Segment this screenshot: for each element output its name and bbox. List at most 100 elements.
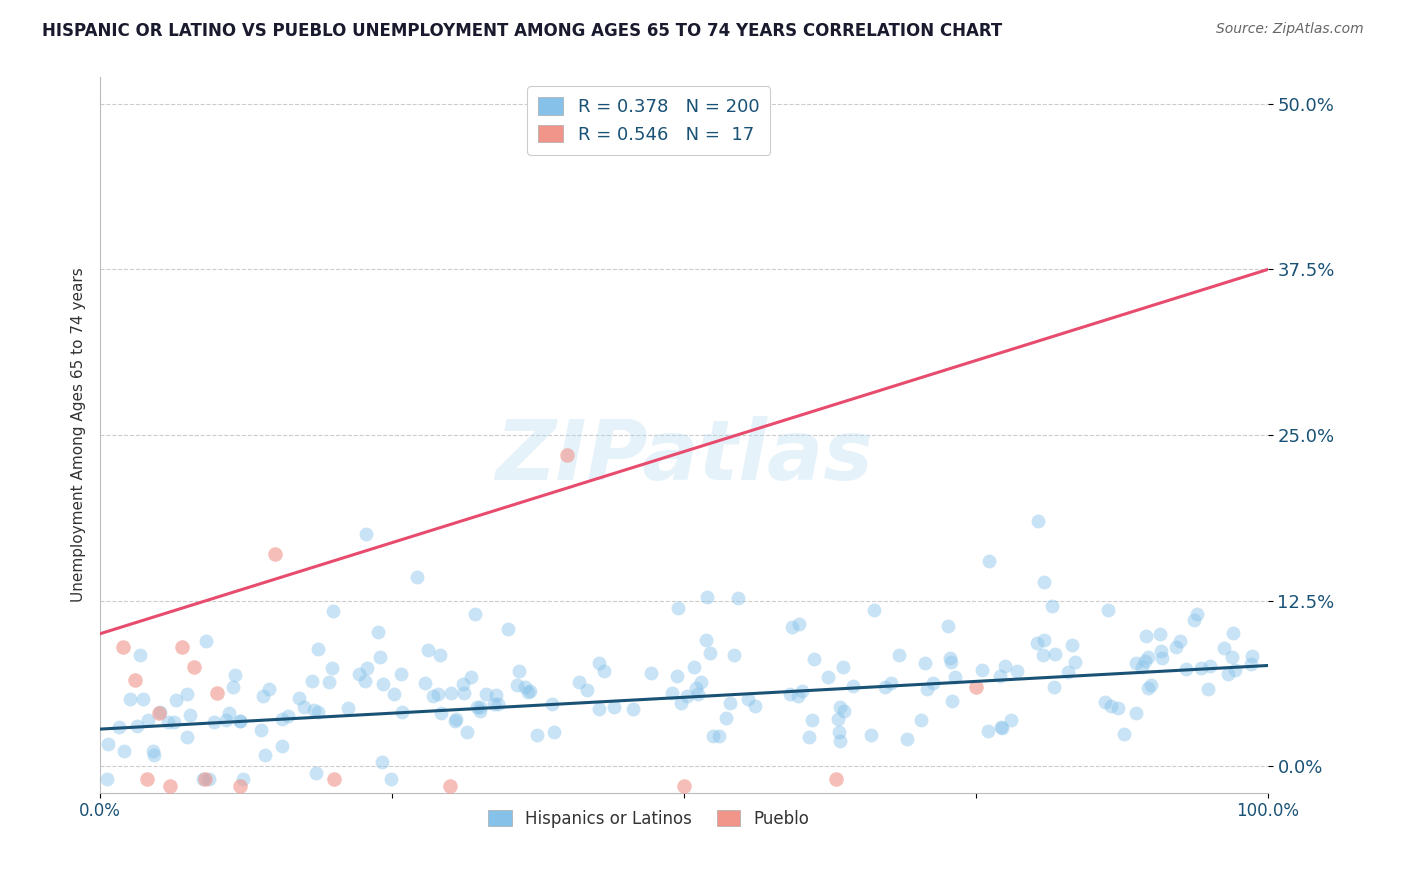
Point bbox=[356, 661, 378, 675]
Point bbox=[353, 674, 375, 689]
Point bbox=[229, 714, 252, 728]
Point bbox=[689, 674, 711, 689]
Point bbox=[124, 673, 146, 687]
Point bbox=[467, 700, 489, 714]
Point bbox=[149, 705, 172, 719]
Point bbox=[202, 715, 225, 730]
Point bbox=[444, 712, 467, 726]
Point bbox=[389, 667, 412, 681]
Point bbox=[259, 681, 281, 696]
Point bbox=[1241, 649, 1264, 664]
Point bbox=[97, 738, 120, 752]
Point bbox=[832, 659, 855, 673]
Point bbox=[475, 687, 498, 701]
Point bbox=[249, 723, 271, 737]
Point bbox=[603, 699, 626, 714]
Point bbox=[540, 697, 562, 711]
Point bbox=[135, 772, 157, 787]
Text: HISPANIC OR LATINO VS PUEBLO UNEMPLOYMENT AMONG AGES 65 TO 74 YEARS CORRELATION : HISPANIC OR LATINO VS PUEBLO UNEMPLOYMEN… bbox=[42, 22, 1002, 40]
Point bbox=[873, 680, 896, 694]
Point bbox=[215, 713, 238, 727]
Point bbox=[790, 683, 813, 698]
Text: Source: ZipAtlas.com: Source: ZipAtlas.com bbox=[1216, 22, 1364, 37]
Point bbox=[125, 718, 148, 732]
Point bbox=[727, 591, 749, 605]
Point bbox=[707, 729, 730, 743]
Point bbox=[676, 689, 699, 703]
Point bbox=[129, 648, 152, 662]
Point bbox=[817, 670, 839, 684]
Point bbox=[827, 712, 849, 726]
Point bbox=[828, 699, 851, 714]
Point bbox=[96, 772, 118, 787]
Point bbox=[368, 650, 391, 665]
Point bbox=[1040, 599, 1063, 613]
Point bbox=[910, 713, 932, 727]
Point bbox=[588, 702, 610, 716]
Point bbox=[696, 590, 718, 604]
Point bbox=[799, 730, 821, 744]
Point bbox=[205, 686, 228, 700]
Point bbox=[1135, 629, 1157, 643]
Point bbox=[1056, 665, 1078, 679]
Point bbox=[1136, 649, 1159, 664]
Point bbox=[915, 682, 938, 697]
Point bbox=[828, 734, 851, 748]
Point bbox=[669, 696, 692, 710]
Point bbox=[977, 724, 1000, 739]
Point bbox=[1189, 661, 1212, 675]
Point bbox=[568, 674, 591, 689]
Point bbox=[1032, 648, 1054, 662]
Point bbox=[108, 721, 131, 735]
Point bbox=[1005, 664, 1028, 678]
Point bbox=[828, 725, 851, 739]
Point bbox=[1199, 659, 1222, 673]
Point bbox=[430, 706, 453, 721]
Point bbox=[148, 706, 170, 721]
Point bbox=[468, 700, 491, 714]
Point bbox=[1125, 656, 1147, 670]
Point bbox=[163, 715, 186, 730]
Point bbox=[979, 554, 1001, 568]
Point bbox=[183, 660, 205, 674]
Point bbox=[229, 779, 252, 793]
Point bbox=[1025, 636, 1047, 650]
Point bbox=[1197, 681, 1219, 696]
Point bbox=[304, 702, 326, 716]
Point bbox=[1168, 634, 1191, 648]
Point bbox=[485, 689, 508, 703]
Point bbox=[1136, 681, 1159, 696]
Point bbox=[143, 748, 166, 763]
Point bbox=[695, 632, 717, 647]
Point bbox=[422, 689, 444, 703]
Point bbox=[371, 677, 394, 691]
Point bbox=[271, 712, 294, 726]
Point bbox=[787, 690, 810, 704]
Point bbox=[194, 633, 217, 648]
Point bbox=[1097, 603, 1119, 617]
Point bbox=[439, 779, 461, 793]
Point bbox=[842, 679, 865, 693]
Point bbox=[526, 728, 548, 742]
Point bbox=[232, 772, 254, 787]
Point bbox=[156, 715, 179, 730]
Point bbox=[288, 690, 311, 705]
Point bbox=[418, 643, 440, 657]
Point bbox=[1060, 639, 1083, 653]
Point bbox=[685, 681, 707, 696]
Point bbox=[367, 624, 389, 639]
Point bbox=[118, 692, 141, 706]
Point bbox=[1094, 695, 1116, 709]
Text: ZIPatlas: ZIPatlas bbox=[495, 416, 873, 497]
Point bbox=[194, 772, 217, 787]
Point bbox=[1212, 641, 1234, 656]
Point bbox=[862, 603, 884, 617]
Point bbox=[588, 656, 610, 670]
Point bbox=[896, 732, 918, 747]
Point bbox=[1032, 574, 1054, 589]
Point bbox=[943, 670, 966, 684]
Point bbox=[337, 701, 360, 715]
Point bbox=[176, 687, 198, 701]
Point bbox=[1240, 657, 1263, 672]
Point bbox=[661, 686, 683, 700]
